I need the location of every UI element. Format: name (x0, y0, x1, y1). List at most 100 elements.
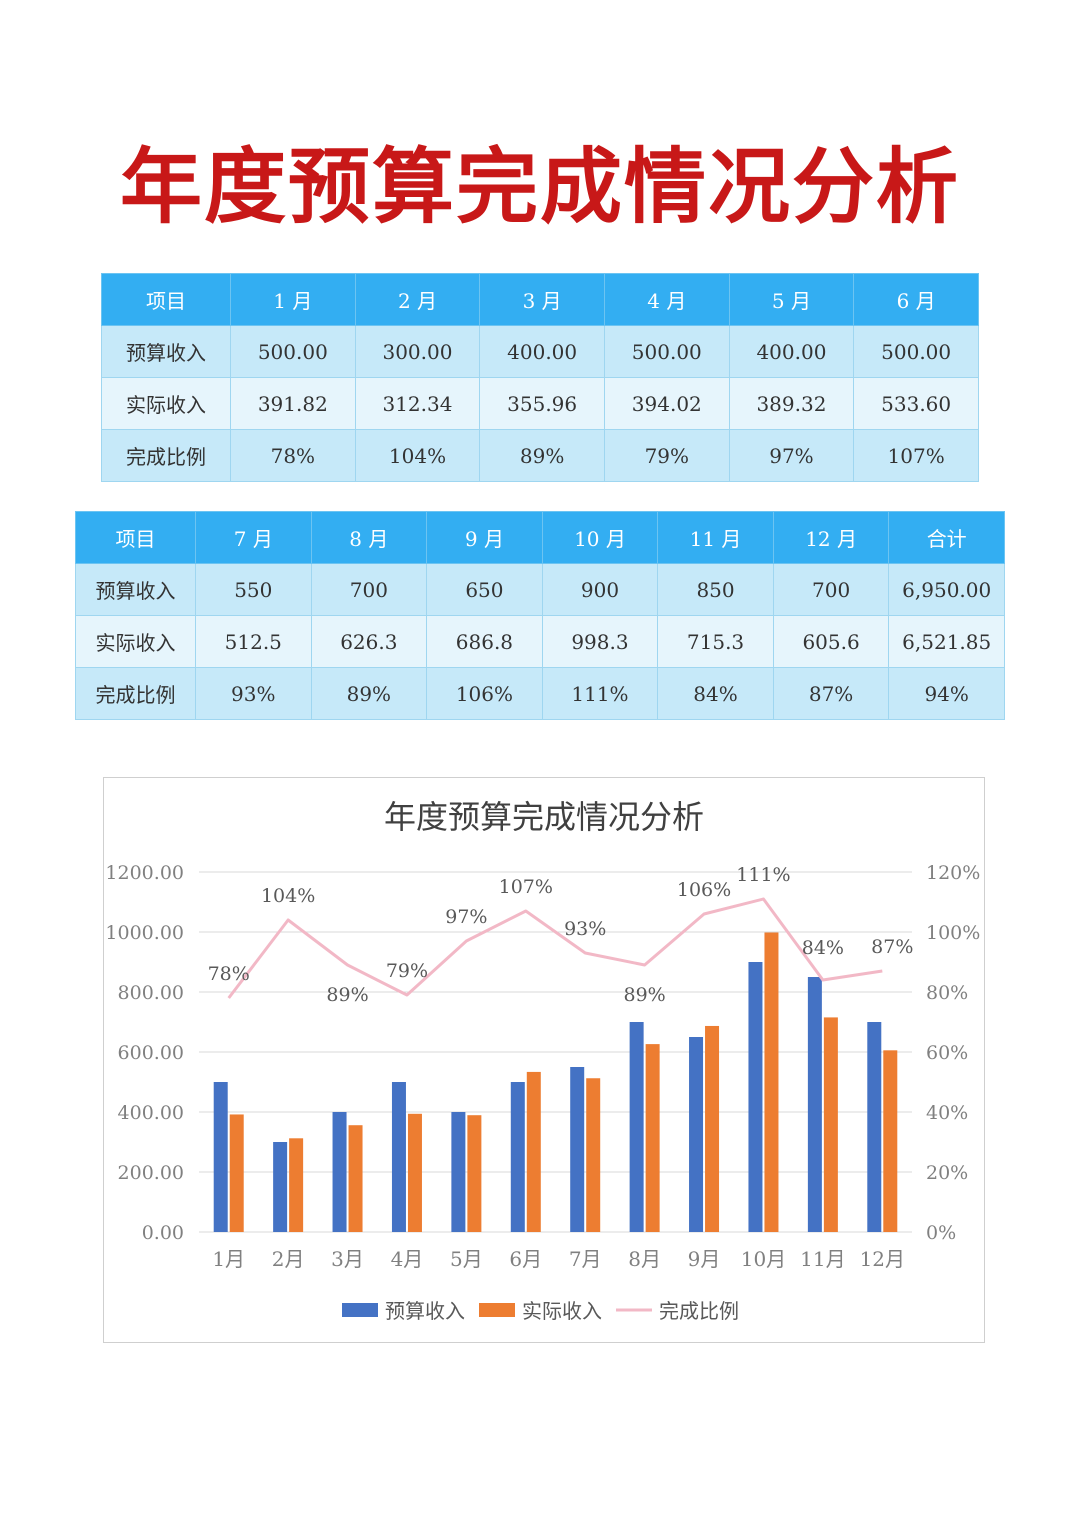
table-cell: 400.00 (728, 325, 855, 378)
table-cell: 300.00 (354, 325, 481, 378)
legend-swatch (342, 1303, 378, 1317)
bar-budget (570, 1067, 585, 1232)
bar-budget (213, 1082, 228, 1232)
table-cell: 715.3 (657, 615, 774, 668)
x-tick-label: 8月 (628, 1247, 661, 1271)
header-cell: 5 月 (728, 273, 855, 326)
table-header-row: 项目 1 月 2 月 3 月 4 月 5 月 6 月 (101, 273, 979, 326)
data-label: 87% (871, 936, 913, 958)
bar-actual (823, 1017, 838, 1232)
table-cell: 850 (657, 563, 774, 616)
x-tick-label: 6月 (509, 1247, 542, 1271)
y-right-tick-label: 40% (926, 1102, 968, 1124)
bar-actual (229, 1114, 244, 1232)
y-left-tick-label: 1200.00 (105, 862, 184, 884)
legend-swatch (479, 1303, 515, 1317)
table-cell: 6,950.00 (888, 563, 1005, 616)
y-left-tick-label: 0.00 (142, 1222, 184, 1244)
table-cell: 998.3 (541, 615, 659, 668)
y-right-tick-label: 120% (926, 862, 980, 884)
x-tick-label: 11月 (800, 1247, 845, 1271)
x-tick-label: 12月 (860, 1247, 905, 1271)
bar-budget (510, 1082, 525, 1232)
table-cell: 700 (310, 563, 428, 616)
y-left-tick-label: 1000.00 (105, 922, 184, 944)
data-label: 84% (802, 937, 844, 959)
table-cell: 104% (354, 429, 481, 482)
legend-entry: 完成比例 (659, 1299, 739, 1323)
y-left-tick-label: 800.00 (118, 982, 184, 1004)
table-cell: 389.32 (728, 377, 855, 430)
bar-budget (748, 962, 763, 1232)
data-label: 89% (326, 984, 368, 1006)
row-label: 完成比例 (75, 667, 196, 720)
data-label: 107% (499, 876, 553, 898)
table-cell: 6,521.85 (888, 615, 1005, 668)
table-cell: 512.5 (195, 615, 312, 668)
budget-table-h1: 项目 1 月 2 月 3 月 4 月 5 月 6 月 预算收入 500.00 3… (101, 273, 979, 482)
header-cell: 10 月 (541, 511, 659, 564)
header-cell: 9 月 (426, 511, 543, 564)
bar-budget (451, 1112, 466, 1232)
table-cell: 700 (772, 563, 890, 616)
table-cell: 93% (195, 667, 312, 720)
bar-actual (289, 1138, 304, 1232)
bar-actual (467, 1115, 482, 1232)
data-label: 104% (261, 885, 315, 907)
bar-actual (883, 1050, 898, 1232)
table-cell: 500.00 (230, 325, 356, 378)
table-cell: 84% (657, 667, 774, 720)
y-right-tick-label: 0% (926, 1222, 956, 1244)
bar-budget (807, 977, 822, 1232)
row-label: 完成比例 (101, 429, 231, 482)
bar-budget (391, 1082, 406, 1232)
y-right-tick-label: 20% (926, 1162, 968, 1184)
table-cell: 686.8 (426, 615, 543, 668)
x-tick-label: 3月 (331, 1247, 364, 1271)
table-cell: 89% (479, 429, 605, 482)
bar-budget (629, 1022, 644, 1232)
data-label: 89% (624, 984, 666, 1006)
x-tick-label: 4月 (391, 1247, 424, 1271)
row-label: 实际收入 (75, 615, 196, 668)
y-left-tick-label: 600.00 (118, 1042, 184, 1064)
data-label: 111% (736, 864, 790, 886)
ratio-line (227, 897, 883, 999)
chart-canvas: 0.00 0% 200.00 20% 400.00 40% 600.00 60% 800.00 8… (105, 862, 980, 1323)
table-cell: 106% (426, 667, 543, 720)
header-cell: 12 月 (772, 511, 890, 564)
header-cell: 项目 (101, 273, 231, 326)
table-cell: 107% (853, 429, 979, 482)
y-right-tick-label: 60% (926, 1042, 968, 1064)
chart-title: 年度预算完成情况分析 (383, 798, 704, 836)
header-cell: 项目 (75, 511, 196, 564)
data-label: 93% (564, 918, 606, 940)
header-cell: 8 月 (310, 511, 428, 564)
data-label: 78% (208, 963, 250, 985)
table-header-row: 项目 7 月 8 月 9 月 10 月 11 月 12 月 合计 (75, 511, 1005, 564)
x-tick-label: 10月 (741, 1247, 786, 1271)
table-cell: 94% (888, 667, 1005, 720)
header-cell: 11 月 (657, 511, 774, 564)
row-label: 预算收入 (75, 563, 196, 616)
table-cell: 312.34 (354, 377, 481, 430)
bar-budget (273, 1142, 288, 1232)
bar-budget (867, 1022, 882, 1232)
bar-actual (407, 1113, 422, 1232)
table-cell: 605.6 (772, 615, 890, 668)
y-right-tick-label: 80% (926, 982, 968, 1004)
header-cell: 3 月 (479, 273, 605, 326)
header-cell: 合计 (888, 511, 1005, 564)
row-label: 预算收入 (101, 325, 231, 378)
header-cell: 7 月 (195, 511, 312, 564)
table-row: 预算收入 500.00 300.00 400.00 500.00 400.00 … (101, 325, 979, 378)
bar-actual (526, 1071, 541, 1232)
row-label: 实际收入 (101, 377, 231, 430)
table-row: 完成比例 78% 104% 89% 79% 97% 107% (101, 429, 979, 482)
table-cell: 900 (541, 563, 659, 616)
y-left-tick-label: 200.00 (118, 1162, 184, 1184)
y-left-tick-label: 400.00 (118, 1102, 184, 1124)
legend-entry: 预算收入 (385, 1299, 465, 1323)
table-cell: 400.00 (479, 325, 605, 378)
header-cell: 1 月 (230, 273, 356, 326)
